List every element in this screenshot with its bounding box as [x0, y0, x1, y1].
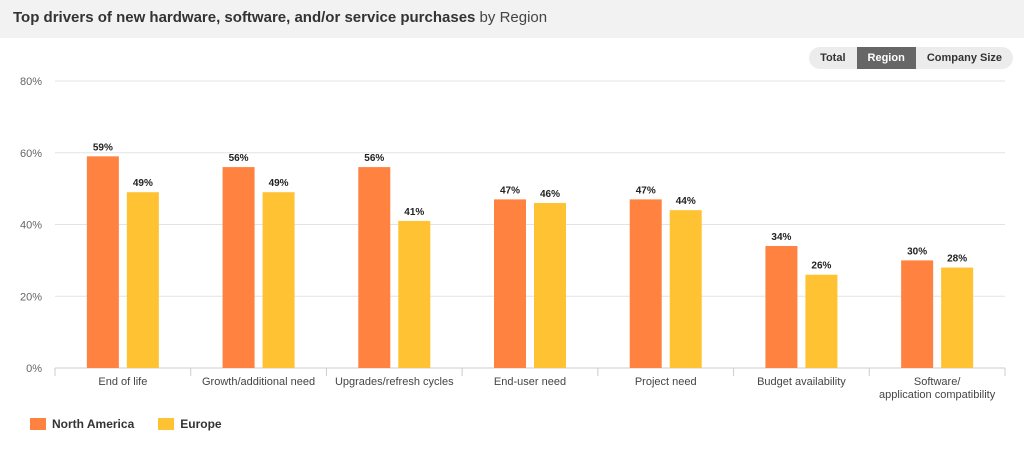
bar[interactable]	[494, 199, 526, 368]
y-tick-label: 80%	[20, 76, 42, 88]
data-label: 47%	[636, 185, 656, 196]
x-tick-label: Budget availability	[757, 376, 846, 388]
data-label: 26%	[811, 261, 831, 272]
bar[interactable]	[222, 167, 255, 368]
data-label: 46%	[540, 189, 560, 200]
data-label: 56%	[364, 153, 384, 164]
legend-item-north-america[interactable]: North America	[30, 417, 134, 431]
legend-swatch-europe	[158, 418, 175, 430]
bar[interactable]	[534, 202, 566, 368]
chart-title-suffix: by Region	[475, 9, 548, 26]
data-label: 41%	[404, 207, 424, 218]
bar[interactable]	[901, 260, 934, 368]
bar[interactable]	[86, 156, 119, 368]
toggle-region-button[interactable]: Region	[856, 47, 916, 69]
data-label: 47%	[500, 185, 520, 196]
chart-legend: North America Europe	[30, 417, 222, 431]
bar[interactable]	[805, 274, 838, 368]
bar[interactable]	[765, 246, 798, 368]
x-tick-label: End of life	[98, 376, 147, 388]
y-tick-label: 0%	[26, 363, 42, 375]
data-label: 49%	[133, 178, 153, 189]
data-label: 56%	[229, 153, 249, 164]
data-label: 59%	[93, 142, 113, 153]
legend-label-north-america: North America	[52, 417, 135, 431]
x-tick-label: Software/	[914, 376, 961, 388]
y-tick-label: 20%	[20, 291, 42, 303]
data-label: 44%	[676, 196, 696, 207]
bar[interactable]	[262, 192, 295, 368]
bar-chart: 0% 20% 40% 60% 80% 59% 49% End of life 56% 49% Gro…	[20, 76, 1006, 401]
toggle-company-size-button[interactable]: Company Size	[926, 52, 1002, 64]
view-toggle: Total Region Company Size	[809, 47, 1013, 69]
data-label: 34%	[771, 232, 791, 243]
x-tick-label: Project need	[635, 376, 697, 388]
bar[interactable]	[398, 220, 431, 368]
x-tick-label: Upgrades/refresh cycles	[335, 376, 454, 388]
bar[interactable]	[629, 199, 662, 368]
x-tick-label: application compatibility	[879, 389, 996, 401]
y-tick-label: 40%	[20, 220, 42, 232]
x-tick-label: End-user need	[494, 376, 566, 388]
legend-swatch-north-america	[30, 418, 46, 430]
toggle-total-button[interactable]: Total	[820, 52, 846, 64]
data-label: 28%	[947, 254, 967, 265]
bar[interactable]	[669, 210, 702, 368]
legend-item-europe[interactable]: Europe	[158, 417, 222, 431]
data-label: 49%	[269, 178, 289, 189]
y-tick-label: 60%	[20, 148, 42, 160]
bar[interactable]	[941, 267, 974, 368]
chart-title-main: Top drivers of new hardware, software, a…	[13, 9, 476, 26]
chart-header: Top drivers of new hardware, software, a…	[0, 0, 1024, 38]
bar[interactable]	[126, 192, 159, 368]
chart-title: Top drivers of new hardware, software, a…	[13, 9, 547, 26]
x-tick-label: Growth/additional need	[202, 376, 315, 388]
data-label: 30%	[907, 246, 927, 257]
legend-label-europe: Europe	[180, 417, 222, 431]
bar[interactable]	[358, 167, 391, 368]
